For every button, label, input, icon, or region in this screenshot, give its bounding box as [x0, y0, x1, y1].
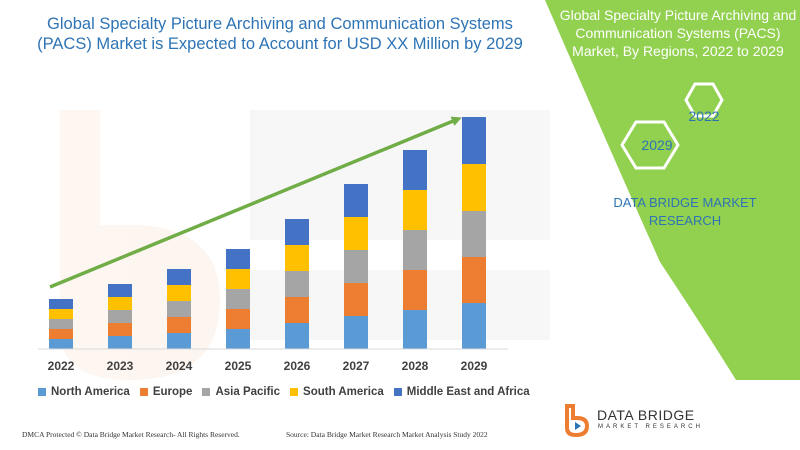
bar-segment-2027-south-america [344, 217, 368, 250]
bar-segment-2026-europe [285, 297, 309, 323]
bar-segment-2025-north-america [226, 329, 250, 349]
bar-segment-2026-north-america [285, 323, 309, 349]
watermark-band [250, 110, 550, 240]
green-panel-shape [545, 0, 800, 380]
x-tick-label-2022: 2022 [48, 359, 75, 373]
hexagon-2022 [684, 82, 724, 118]
bar-segment-2023-south-america [108, 297, 132, 310]
hexagon-year-label-2029: 2029 [641, 137, 673, 153]
bar-segment-2022-middle-east-and-africa [49, 299, 73, 309]
bar-segment-2025-middle-east-and-africa [226, 249, 250, 269]
x-tick-label-2026: 2026 [284, 359, 311, 373]
bar-segment-2026-asia-pacific [285, 271, 309, 297]
bar-segment-2024-middle-east-and-africa [167, 269, 191, 285]
logo-name: DATA BRIDGE [597, 407, 695, 423]
x-tick-label-2027: 2027 [343, 359, 370, 373]
bar-segment-2023-asia-pacific [108, 310, 132, 323]
hexagon-year-label-2022: 2022 [688, 108, 720, 124]
bar-segment-2026-middle-east-and-africa [285, 219, 309, 245]
bar-segment-2027-europe [344, 283, 368, 316]
company-logo: DATA BRIDGE MARKET RESEARCH [561, 400, 791, 440]
logo-subtitle: MARKET RESEARCH [598, 424, 703, 430]
panel-brand-text: DATA BRIDGE MARKET RESEARCH [613, 195, 757, 228]
bar-segment-2029-asia-pacific [462, 211, 486, 257]
legend-label: Asia Pacific [215, 386, 281, 398]
footer-source: Source: Data Bridge Market Research Mark… [286, 430, 488, 439]
footer-copyright: DMCA Protected © Data Bridge Market Rese… [22, 430, 240, 439]
bar-segment-2029-middle-east-and-africa [462, 117, 486, 164]
trend-arrow [49, 116, 462, 289]
legend-entry-asia-pacific: Asia Pacific [202, 386, 280, 398]
bars-layer [49, 117, 486, 349]
bar-segment-2022-north-america [49, 339, 73, 349]
x-tick-label-2028: 2028 [402, 359, 429, 373]
hexagon-2029 [620, 120, 680, 170]
bar-segment-2024-north-america [167, 333, 191, 349]
legend-entry-europe: Europe [139, 386, 193, 398]
legend-swatch [38, 388, 46, 396]
legend-swatch [290, 388, 299, 396]
legend-entry-north-america: North America [38, 386, 130, 398]
bar-segment-2027-middle-east-and-africa [344, 184, 368, 217]
bar-segment-2028-europe [403, 270, 427, 310]
legend-swatch [202, 388, 211, 396]
bar-segment-2025-asia-pacific [226, 289, 250, 309]
legend-entry-middle-east-and-africa: Middle East and Africa [393, 386, 530, 398]
bar-segment-2029-europe [462, 257, 486, 303]
chart-title: Global Specialty Picture Archiving and C… [37, 15, 523, 53]
legend-label: North America [51, 386, 130, 398]
ticks-layer: 2022 2023 2024 2025 2026 2027 2028 2029 [48, 359, 488, 373]
legend-entry-south-america: South America [290, 386, 384, 398]
bar-segment-2023-north-america [108, 336, 132, 349]
bar-segment-2028-north-america [403, 310, 427, 349]
bar-segment-2024-asia-pacific [167, 301, 191, 317]
bar-segment-2029-north-america [462, 303, 486, 349]
x-tick-label-2025: 2025 [225, 359, 252, 373]
bar-segment-2025-europe [226, 309, 250, 329]
panel-title: Global Specialty Picture Archiving and C… [559, 7, 797, 59]
x-tick-label-2029: 2029 [461, 359, 488, 373]
bar-segment-2028-asia-pacific [403, 230, 427, 270]
bar-segment-2023-europe [108, 323, 132, 336]
legend-swatch [393, 388, 402, 396]
bar-segment-2024-south-america [167, 285, 191, 301]
bar-segment-2027-asia-pacific [344, 250, 368, 283]
legend-label: Middle East and Africa [406, 386, 530, 398]
bar-segment-2022-south-america [49, 309, 73, 319]
bar-segment-2026-south-america [285, 245, 309, 271]
bar-segment-2023-middle-east-and-africa [108, 284, 132, 297]
legend-label: Europe [152, 386, 193, 398]
bar-segment-2022-europe [49, 329, 73, 339]
bar-segment-2029-south-america [462, 164, 486, 211]
bar-segment-2028-middle-east-and-africa [403, 150, 427, 190]
bar-segment-2025-south-america [226, 269, 250, 289]
bar-segment-2024-europe [167, 317, 191, 333]
bar-segment-2022-asia-pacific [49, 319, 73, 329]
legend-label: South America [303, 386, 384, 398]
legend-swatch [139, 388, 148, 396]
legend: North America Europe Asia Pacific South Ame… [38, 384, 540, 400]
logo-mark-icon [565, 404, 590, 438]
x-tick-label-2023: 2023 [107, 359, 134, 373]
bar-segment-2028-south-america [403, 190, 427, 230]
bar-segment-2027-north-america [344, 316, 368, 349]
x-tick-label-2024: 2024 [166, 359, 193, 373]
